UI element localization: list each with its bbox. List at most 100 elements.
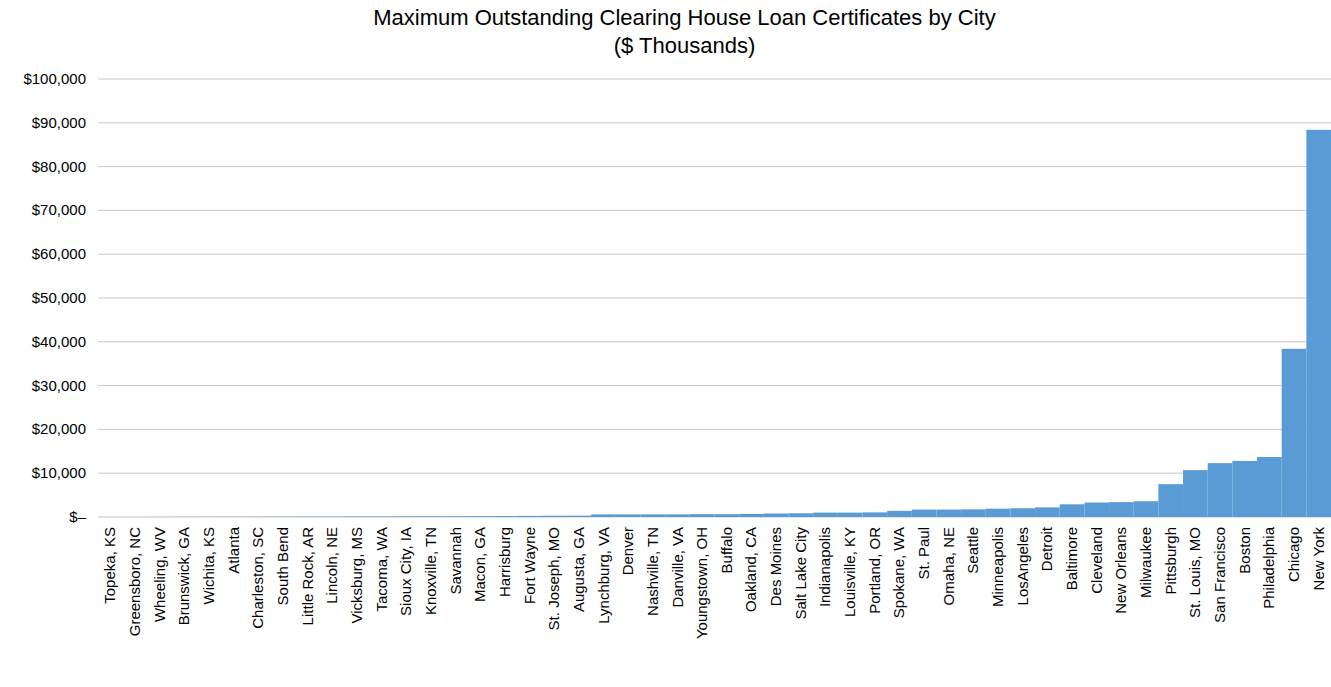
bar — [369, 516, 394, 517]
x-tick-label: Boston — [1236, 527, 1253, 574]
bar — [715, 514, 740, 517]
title: Maximum Outstanding Clearing House Loan … — [373, 5, 995, 30]
bar — [517, 516, 542, 517]
x-tick-label: Atlanta — [225, 526, 242, 573]
bar — [1134, 501, 1159, 517]
x-tick-label: Milwaukee — [1137, 527, 1154, 598]
x-tick-label: Indianapolis — [816, 527, 833, 607]
x-tick-label: Lincoln, NE — [323, 527, 340, 604]
x-tick-label: Savannah — [447, 527, 464, 595]
bar — [295, 516, 320, 517]
y-tick-label: $40,000 — [32, 333, 86, 350]
bar — [419, 516, 444, 517]
x-tick-label: Cleveland — [1088, 527, 1105, 594]
bar — [1208, 463, 1233, 517]
bar — [147, 516, 172, 517]
bar — [887, 511, 912, 517]
x-tick-label: Minneapolis — [989, 527, 1006, 607]
y-tick-label: $10,000 — [32, 464, 86, 481]
x-tick-label: New York — [1310, 527, 1327, 591]
bar — [961, 509, 986, 517]
y-tick-label: $50,000 — [32, 289, 86, 306]
x-tick-label: San Francisco — [1211, 527, 1228, 623]
bar — [542, 516, 567, 517]
bar — [1010, 508, 1035, 517]
x-tick-label: Buffalo — [718, 527, 735, 573]
bar — [246, 516, 271, 517]
bars — [98, 130, 1331, 517]
bar — [1282, 349, 1307, 517]
x-tick-label: Detroit — [1038, 526, 1055, 571]
x-tick-label: Greensboro, NC — [126, 527, 143, 636]
x-tick-label: St. Joseph, MO — [545, 527, 562, 630]
x-tick-label: Baltimore — [1063, 527, 1080, 590]
y-tick-label: $30,000 — [32, 377, 86, 394]
x-tick-label: South Bend — [274, 527, 291, 605]
y-tick-label: $70,000 — [32, 201, 86, 218]
bar — [1084, 503, 1109, 517]
bar — [394, 516, 419, 517]
bar — [98, 516, 123, 517]
chart: Maximum Outstanding Clearing House Loan … — [0, 0, 1331, 687]
y-tick-label: $100,000 — [23, 70, 86, 87]
bar — [813, 513, 838, 517]
bar — [271, 516, 296, 517]
x-tick-label: Denver — [619, 527, 636, 575]
y-tick-label: $60,000 — [32, 245, 86, 262]
x-tick-label: LosAngeles — [1014, 527, 1031, 605]
bar — [986, 509, 1011, 517]
x-tick-label: Salt Lake City — [792, 527, 809, 620]
x-tick-label: Portland, OR — [866, 527, 883, 614]
grid-line — [98, 122, 1331, 123]
bar — [1183, 470, 1208, 517]
x-tick-label: Seattle — [964, 527, 981, 574]
bar — [197, 516, 222, 517]
bar — [345, 516, 370, 517]
x-tick-label: Brunswick, GA — [175, 527, 192, 625]
y-tick-label: $– — [69, 508, 86, 525]
x-tick-label: Pittsburgh — [1162, 527, 1179, 595]
grid-line — [98, 210, 1331, 211]
bar — [739, 514, 764, 517]
x-tick-label: Knoxville, TN — [422, 527, 439, 615]
grid-line — [98, 429, 1331, 430]
x-tick-label: Harrisburg — [496, 527, 513, 597]
x-tick-label: Wheeling, WV — [151, 527, 168, 622]
x-tick-label: Oakland, CA — [742, 527, 759, 612]
subtitle: ($ Thousands) — [614, 33, 755, 58]
bar — [443, 516, 468, 517]
x-tick-label: Topeka, KS — [101, 527, 118, 604]
x-tick-label: St. Paul — [915, 527, 932, 580]
grid-line — [98, 79, 1331, 80]
x-tick-label: St. Louis, MO — [1186, 527, 1203, 618]
bar — [172, 516, 197, 517]
bar — [641, 514, 666, 517]
x-tick-label: Nashville, TN — [644, 527, 661, 616]
x-tick-label: Omaha, NE — [940, 527, 957, 605]
x-tick-label: Tacoma, WA — [373, 527, 390, 611]
x-tick-label: Youngstown, OH — [693, 527, 710, 639]
x-tick-label: Chicago — [1285, 527, 1302, 582]
x-tick-label: Des Moines — [767, 527, 784, 606]
x-tick-label: Lynchburg, VA — [595, 527, 612, 624]
bar — [788, 513, 813, 517]
bar — [493, 516, 518, 517]
bar — [690, 514, 715, 517]
x-tick-label: Vicksburg, MS — [348, 527, 365, 623]
grid — [98, 79, 1331, 517]
bar — [1109, 502, 1134, 517]
bar — [764, 513, 789, 517]
x-tick-label: Little Rock, AR — [299, 527, 316, 626]
bar — [1035, 507, 1060, 517]
grid-line — [98, 298, 1331, 299]
x-tick-label: Sioux City, IA — [397, 527, 414, 616]
bar — [1257, 457, 1282, 517]
x-tick-label: Louisville, KY — [841, 527, 858, 617]
bar — [936, 510, 961, 517]
bar — [1306, 130, 1331, 517]
x-tick-label: Danville, VA — [669, 527, 686, 608]
bar — [591, 514, 616, 517]
x-tick-label: Wichita, KS — [200, 527, 217, 605]
bar — [567, 516, 592, 517]
x-tick-label: Augusta, GA — [570, 527, 587, 612]
